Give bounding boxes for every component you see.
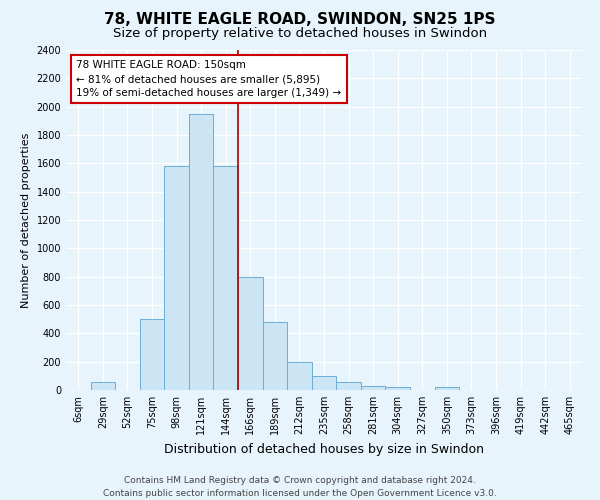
Bar [140, 319, 164, 390]
Text: Contains HM Land Registry data © Crown copyright and database right 2024.
Contai: Contains HM Land Registry data © Crown c… [103, 476, 497, 498]
Bar [214, 166, 238, 390]
Bar [263, 322, 287, 390]
Bar [238, 276, 263, 390]
Text: 78 WHITE EAGLE ROAD: 150sqm
← 81% of detached houses are smaller (5,895)
19% of : 78 WHITE EAGLE ROAD: 150sqm ← 81% of det… [76, 60, 341, 98]
Bar [434, 387, 459, 390]
Bar [164, 166, 189, 390]
Bar [189, 114, 214, 390]
Bar [287, 362, 312, 390]
X-axis label: Distribution of detached houses by size in Swindon: Distribution of detached houses by size … [164, 442, 484, 456]
Bar [312, 376, 336, 390]
Bar [91, 382, 115, 390]
Text: 78, WHITE EAGLE ROAD, SWINDON, SN25 1PS: 78, WHITE EAGLE ROAD, SWINDON, SN25 1PS [104, 12, 496, 28]
Bar [336, 382, 361, 390]
Bar [361, 386, 385, 390]
Text: Size of property relative to detached houses in Swindon: Size of property relative to detached ho… [113, 28, 487, 40]
Bar [385, 387, 410, 390]
Y-axis label: Number of detached properties: Number of detached properties [21, 132, 31, 308]
